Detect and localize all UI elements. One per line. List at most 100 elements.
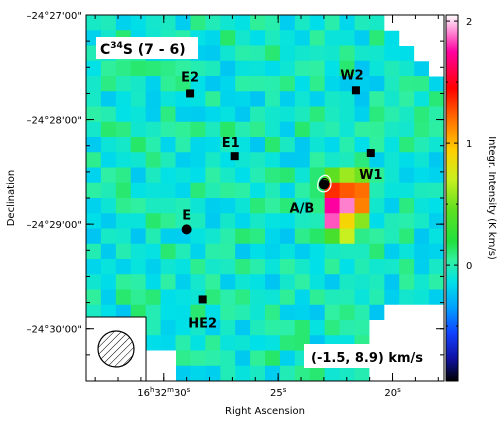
map-pixel	[86, 228, 102, 245]
map-pixel	[205, 91, 221, 107]
map-pixel	[324, 274, 341, 290]
map-pixel	[190, 304, 206, 321]
map-pixel	[324, 213, 341, 229]
map-pixel	[369, 106, 385, 123]
map-pixel	[235, 45, 251, 62]
map-pixel	[265, 213, 281, 229]
map-pixel	[369, 182, 385, 199]
map-pixel	[160, 198, 176, 214]
map-pixel	[250, 76, 266, 92]
map-pixel	[235, 60, 251, 77]
map-pixel	[175, 152, 191, 168]
map-pixel	[100, 121, 117, 138]
map-pixel	[324, 137, 341, 153]
map-pixel	[354, 259, 370, 275]
map-pixel	[369, 76, 385, 92]
map-pixel	[220, 350, 236, 367]
map-pixel	[190, 106, 206, 123]
map-pixel	[294, 45, 311, 62]
map-pixel	[100, 198, 117, 214]
map-pixel	[294, 243, 311, 260]
map-pixel	[145, 213, 162, 229]
map-pixel	[414, 76, 430, 92]
map-pixel	[160, 182, 176, 199]
map-pixel	[145, 121, 162, 138]
map-pixel	[235, 121, 251, 138]
map-pixel	[100, 228, 117, 245]
map-pixel	[160, 243, 176, 260]
colorbar-tick-label: 1	[466, 139, 472, 150]
map-pixel	[190, 274, 206, 290]
beam-ellipse	[97, 330, 135, 368]
x-tick-label: 20s	[384, 386, 401, 399]
map-pixel	[309, 213, 326, 229]
map-pixel	[250, 106, 266, 123]
map-pixel	[100, 106, 117, 123]
map-pixel	[429, 76, 444, 92]
map-pixel	[86, 259, 102, 275]
map-pixel	[354, 137, 370, 153]
map-pixel	[205, 167, 221, 184]
map-pixel	[399, 45, 415, 62]
map-pixel	[235, 274, 251, 290]
map-pixel	[130, 152, 147, 168]
map-pixel	[414, 152, 430, 168]
map-pixel	[160, 320, 176, 336]
map-pixel	[145, 243, 162, 260]
map-pixel	[205, 76, 221, 92]
map-pixel	[384, 106, 400, 123]
map-pixel	[250, 182, 266, 199]
source-marker-ab	[318, 179, 329, 190]
map-pixel	[265, 274, 281, 290]
map-pixel	[220, 91, 236, 107]
map-pixel	[86, 137, 102, 153]
map-pixel	[369, 15, 385, 31]
map-pixel	[205, 365, 221, 381]
map-pixel	[145, 304, 162, 321]
map-pixel	[279, 167, 296, 184]
map-pixel	[205, 60, 221, 77]
map-pixel	[145, 106, 162, 123]
map-pixel	[429, 152, 444, 168]
map-pixel	[205, 259, 221, 275]
map-pixel	[86, 152, 102, 168]
map-pixel	[354, 15, 370, 31]
map-pixel	[279, 76, 296, 92]
map-pixel	[339, 243, 355, 260]
map-pixel	[309, 45, 326, 62]
blank-cell	[414, 45, 430, 62]
map-pixel	[100, 243, 117, 260]
map-pixel	[294, 91, 311, 107]
source-marker-e2	[186, 89, 195, 98]
map-pixel	[130, 259, 147, 275]
map-pixel	[100, 91, 117, 107]
map-pixel	[115, 259, 132, 275]
map-pixel	[190, 259, 206, 275]
map-pixel	[220, 320, 236, 336]
map-pixel	[190, 91, 206, 107]
map-pixel	[309, 121, 326, 138]
map-pixel	[309, 243, 326, 260]
map-pixel	[175, 121, 191, 138]
colorbar-tick-label: 0	[466, 261, 472, 272]
map-pixel	[324, 15, 341, 31]
map-pixel	[220, 289, 236, 306]
source-label: W1	[359, 168, 382, 183]
map-pixel	[205, 137, 221, 153]
map-pixel	[160, 106, 176, 123]
map-pixel	[265, 106, 281, 123]
map-pixel	[429, 289, 444, 306]
map-pixel	[250, 91, 266, 107]
map-pixel	[130, 137, 147, 153]
map-pixel	[324, 365, 341, 381]
map-pixel	[339, 320, 355, 336]
map-pixel	[130, 76, 147, 92]
map-pixel	[160, 76, 176, 92]
map-pixel	[175, 304, 191, 321]
map-pixel	[354, 243, 370, 260]
map-pixel	[130, 289, 147, 306]
map-pixel	[115, 121, 132, 138]
map-pixel	[160, 259, 176, 275]
map-pixel	[309, 274, 326, 290]
map-pixel	[86, 121, 102, 138]
